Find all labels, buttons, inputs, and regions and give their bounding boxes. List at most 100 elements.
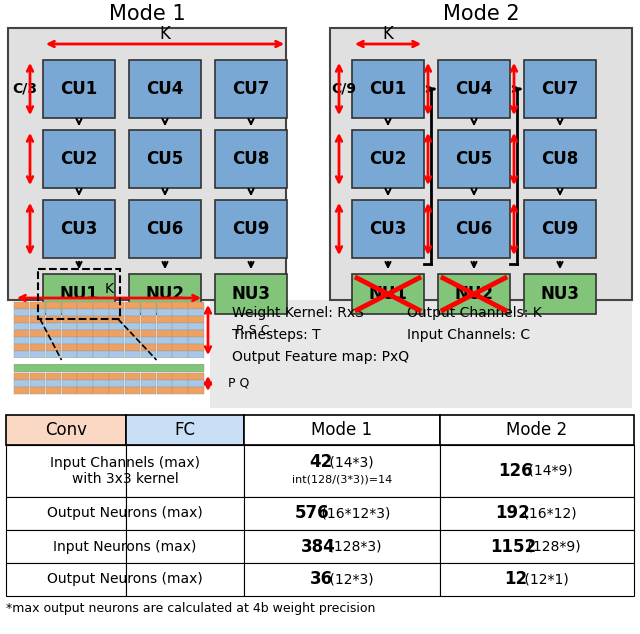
Bar xyxy=(157,302,172,309)
Bar xyxy=(109,316,124,323)
Bar xyxy=(14,316,29,323)
Bar xyxy=(188,387,204,394)
Bar xyxy=(14,302,29,309)
Bar xyxy=(129,200,201,258)
Text: Input Channels (max): Input Channels (max) xyxy=(50,456,200,470)
Bar xyxy=(93,337,109,344)
Bar xyxy=(244,445,440,497)
Text: CU6: CU6 xyxy=(147,220,184,238)
Text: 1152: 1152 xyxy=(490,538,536,555)
Bar xyxy=(172,380,188,387)
Bar xyxy=(141,330,156,337)
Bar xyxy=(141,316,156,323)
Bar xyxy=(141,309,156,316)
Bar xyxy=(14,364,204,372)
Bar xyxy=(524,60,596,118)
Text: R S C: R S C xyxy=(236,323,269,337)
Bar xyxy=(330,28,632,300)
Bar xyxy=(45,330,61,337)
Text: CU8: CU8 xyxy=(541,150,579,168)
Text: with 3x3 kernel: with 3x3 kernel xyxy=(72,472,179,486)
Bar xyxy=(125,344,140,351)
Bar xyxy=(352,130,424,188)
Bar xyxy=(125,330,140,337)
Bar xyxy=(125,302,140,309)
Bar xyxy=(244,563,440,596)
Bar xyxy=(61,344,77,351)
Bar xyxy=(126,530,244,563)
Bar xyxy=(109,351,124,358)
Text: (16*12*3): (16*12*3) xyxy=(317,507,390,521)
Bar xyxy=(77,344,93,351)
Text: 36: 36 xyxy=(309,571,333,588)
Bar xyxy=(215,274,287,314)
Text: 192: 192 xyxy=(495,505,531,522)
Bar xyxy=(14,373,29,380)
Bar xyxy=(172,323,188,330)
Bar xyxy=(61,316,77,323)
Bar xyxy=(30,351,45,358)
Bar xyxy=(93,302,109,309)
Text: NU1: NU1 xyxy=(369,285,408,303)
Bar xyxy=(125,373,140,380)
Text: Mode 2: Mode 2 xyxy=(443,4,519,24)
Text: NU3: NU3 xyxy=(541,285,579,303)
Bar xyxy=(215,200,287,258)
Bar xyxy=(93,380,109,387)
Bar xyxy=(61,323,77,330)
Text: NU2: NU2 xyxy=(145,285,184,303)
Bar xyxy=(215,60,287,118)
Bar xyxy=(109,330,124,337)
Bar xyxy=(30,302,45,309)
Bar xyxy=(30,380,45,387)
Bar xyxy=(129,274,201,314)
Bar xyxy=(440,563,634,596)
Bar xyxy=(141,351,156,358)
Bar xyxy=(215,130,287,188)
Text: Conv: Conv xyxy=(45,421,87,439)
Bar xyxy=(109,337,124,344)
Text: CU1: CU1 xyxy=(369,80,406,98)
Text: CU2: CU2 xyxy=(369,150,406,168)
Bar xyxy=(438,60,510,118)
Text: CU2: CU2 xyxy=(60,150,98,168)
Bar xyxy=(77,387,93,394)
Bar xyxy=(45,309,61,316)
Bar xyxy=(77,380,93,387)
Text: Input Neurons (max): Input Neurons (max) xyxy=(53,540,196,553)
Bar xyxy=(8,28,286,300)
Bar xyxy=(172,309,188,316)
Bar xyxy=(244,497,440,530)
Bar xyxy=(244,530,440,563)
Bar xyxy=(109,309,124,316)
Bar xyxy=(77,337,93,344)
Bar xyxy=(93,387,109,394)
Bar xyxy=(30,337,45,344)
Text: Mode 1: Mode 1 xyxy=(109,4,186,24)
Bar xyxy=(77,309,93,316)
Bar xyxy=(129,130,201,188)
Bar xyxy=(188,330,204,337)
Text: NU3: NU3 xyxy=(232,285,271,303)
Bar xyxy=(93,323,109,330)
Text: Output Feature map: PxQ: Output Feature map: PxQ xyxy=(232,350,409,364)
Text: CU9: CU9 xyxy=(541,220,579,238)
Bar xyxy=(77,316,93,323)
Text: CU1: CU1 xyxy=(60,80,98,98)
Bar xyxy=(126,563,244,596)
Text: (16*12): (16*12) xyxy=(520,507,577,521)
Text: 576: 576 xyxy=(294,505,330,522)
Bar xyxy=(125,380,140,387)
Bar xyxy=(172,387,188,394)
Bar xyxy=(77,302,93,309)
Bar xyxy=(14,323,29,330)
Bar xyxy=(14,351,29,358)
Bar xyxy=(61,380,77,387)
Bar xyxy=(172,316,188,323)
Text: K: K xyxy=(159,25,170,43)
Bar xyxy=(61,330,77,337)
Bar xyxy=(61,302,77,309)
Bar xyxy=(157,351,172,358)
Bar xyxy=(524,274,596,314)
Bar xyxy=(93,344,109,351)
